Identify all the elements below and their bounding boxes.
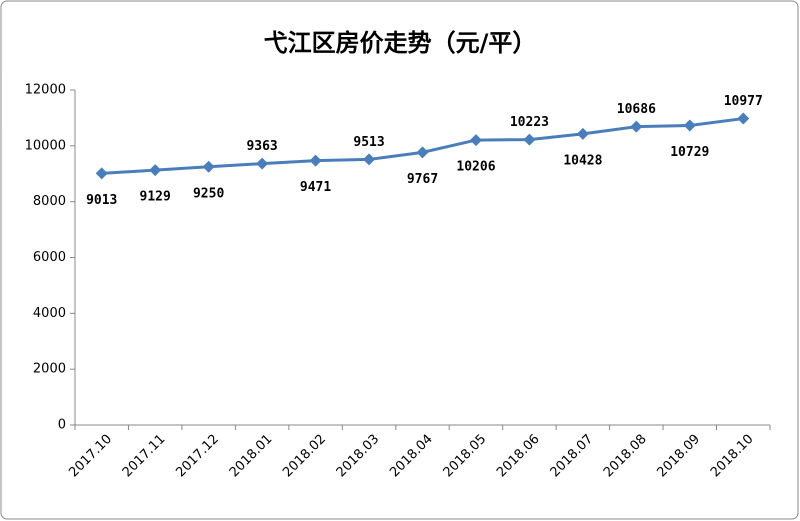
y-tick-label: 8000: [33, 194, 66, 209]
marker: [149, 164, 162, 177]
marker: [523, 133, 536, 146]
data-label: 9363: [246, 139, 277, 154]
y-tick-label: 10000: [25, 138, 66, 153]
marker: [737, 112, 750, 125]
y-tick-label: 12000: [25, 83, 66, 98]
marker: [95, 167, 108, 180]
data-label: 9471: [300, 180, 331, 195]
data-label: 9767: [407, 172, 438, 187]
marker: [363, 153, 376, 166]
data-label: 9129: [140, 190, 171, 205]
marker: [202, 160, 215, 173]
marker: [630, 120, 643, 133]
y-tick-label: 6000: [33, 250, 66, 265]
data-label: 10729: [670, 145, 709, 160]
y-tick-label: 0: [58, 418, 66, 433]
data-label: 9513: [353, 135, 384, 150]
data-label: 9013: [86, 193, 117, 208]
marker: [256, 157, 269, 170]
marker: [683, 119, 696, 132]
chart-title: 弋江区房价走势（元/平）: [264, 29, 537, 57]
marker: [309, 154, 322, 167]
data-label: 9250: [193, 186, 224, 201]
marker: [469, 134, 482, 147]
y-tick-label: 4000: [33, 306, 66, 321]
data-label: 10223: [510, 115, 549, 130]
data-label: 10977: [724, 94, 763, 109]
data-label: 10206: [456, 160, 495, 175]
marker: [416, 146, 429, 159]
data-label: 10428: [563, 153, 602, 168]
marker: [576, 127, 589, 140]
data-label: 10686: [617, 102, 656, 117]
y-tick-label: 2000: [33, 362, 66, 377]
